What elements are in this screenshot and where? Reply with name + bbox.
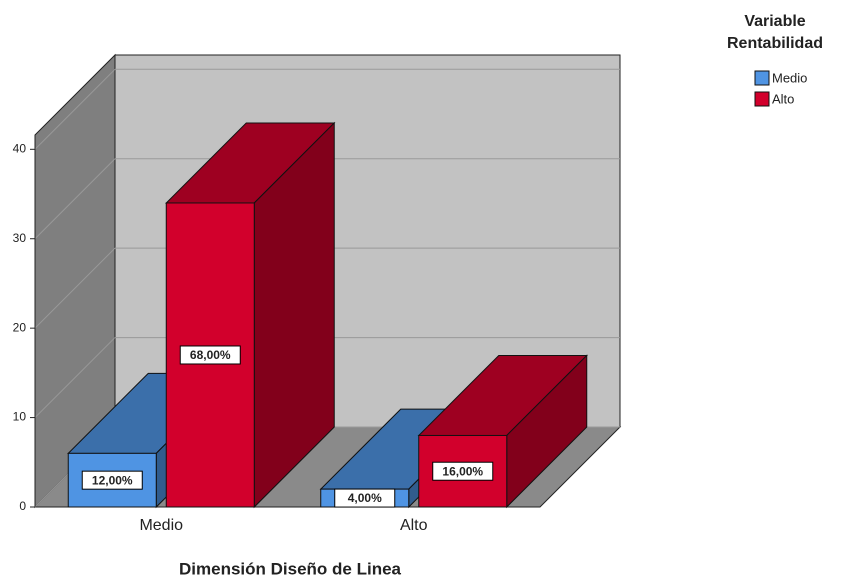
y-tick-label: 40 (13, 141, 27, 155)
y-tick-label: 0 (19, 499, 26, 513)
data-label-box (432, 461, 494, 481)
grid-line (34, 68, 116, 150)
grid-line (34, 158, 116, 240)
x-tick-label: Alto (400, 517, 428, 534)
data-label-box (334, 488, 396, 508)
legend-label: Medio (772, 70, 807, 85)
x-axis-title: Dimensión Diseño de Linea (179, 559, 402, 578)
x-tick-label: Medio (139, 517, 183, 534)
data-label-box (179, 345, 241, 365)
legend-swatch (754, 91, 770, 107)
grid-line (34, 247, 116, 329)
data-label: 68,00% (190, 348, 231, 362)
data-label: 12,00% (92, 473, 133, 487)
legend-title: Variable Rentabilidad (727, 13, 823, 52)
grid-line (34, 337, 116, 418)
y-tick-label: 20 (13, 320, 27, 334)
bar (165, 121, 336, 509)
data-label: 16,00% (442, 464, 483, 478)
legend-label: Alto (772, 91, 794, 106)
y-tick-label: 10 (13, 410, 27, 424)
data-label-box (81, 470, 143, 490)
legend-swatch (754, 70, 770, 86)
data-label: 4,00% (348, 491, 382, 505)
y-tick-label: 30 (13, 231, 27, 245)
